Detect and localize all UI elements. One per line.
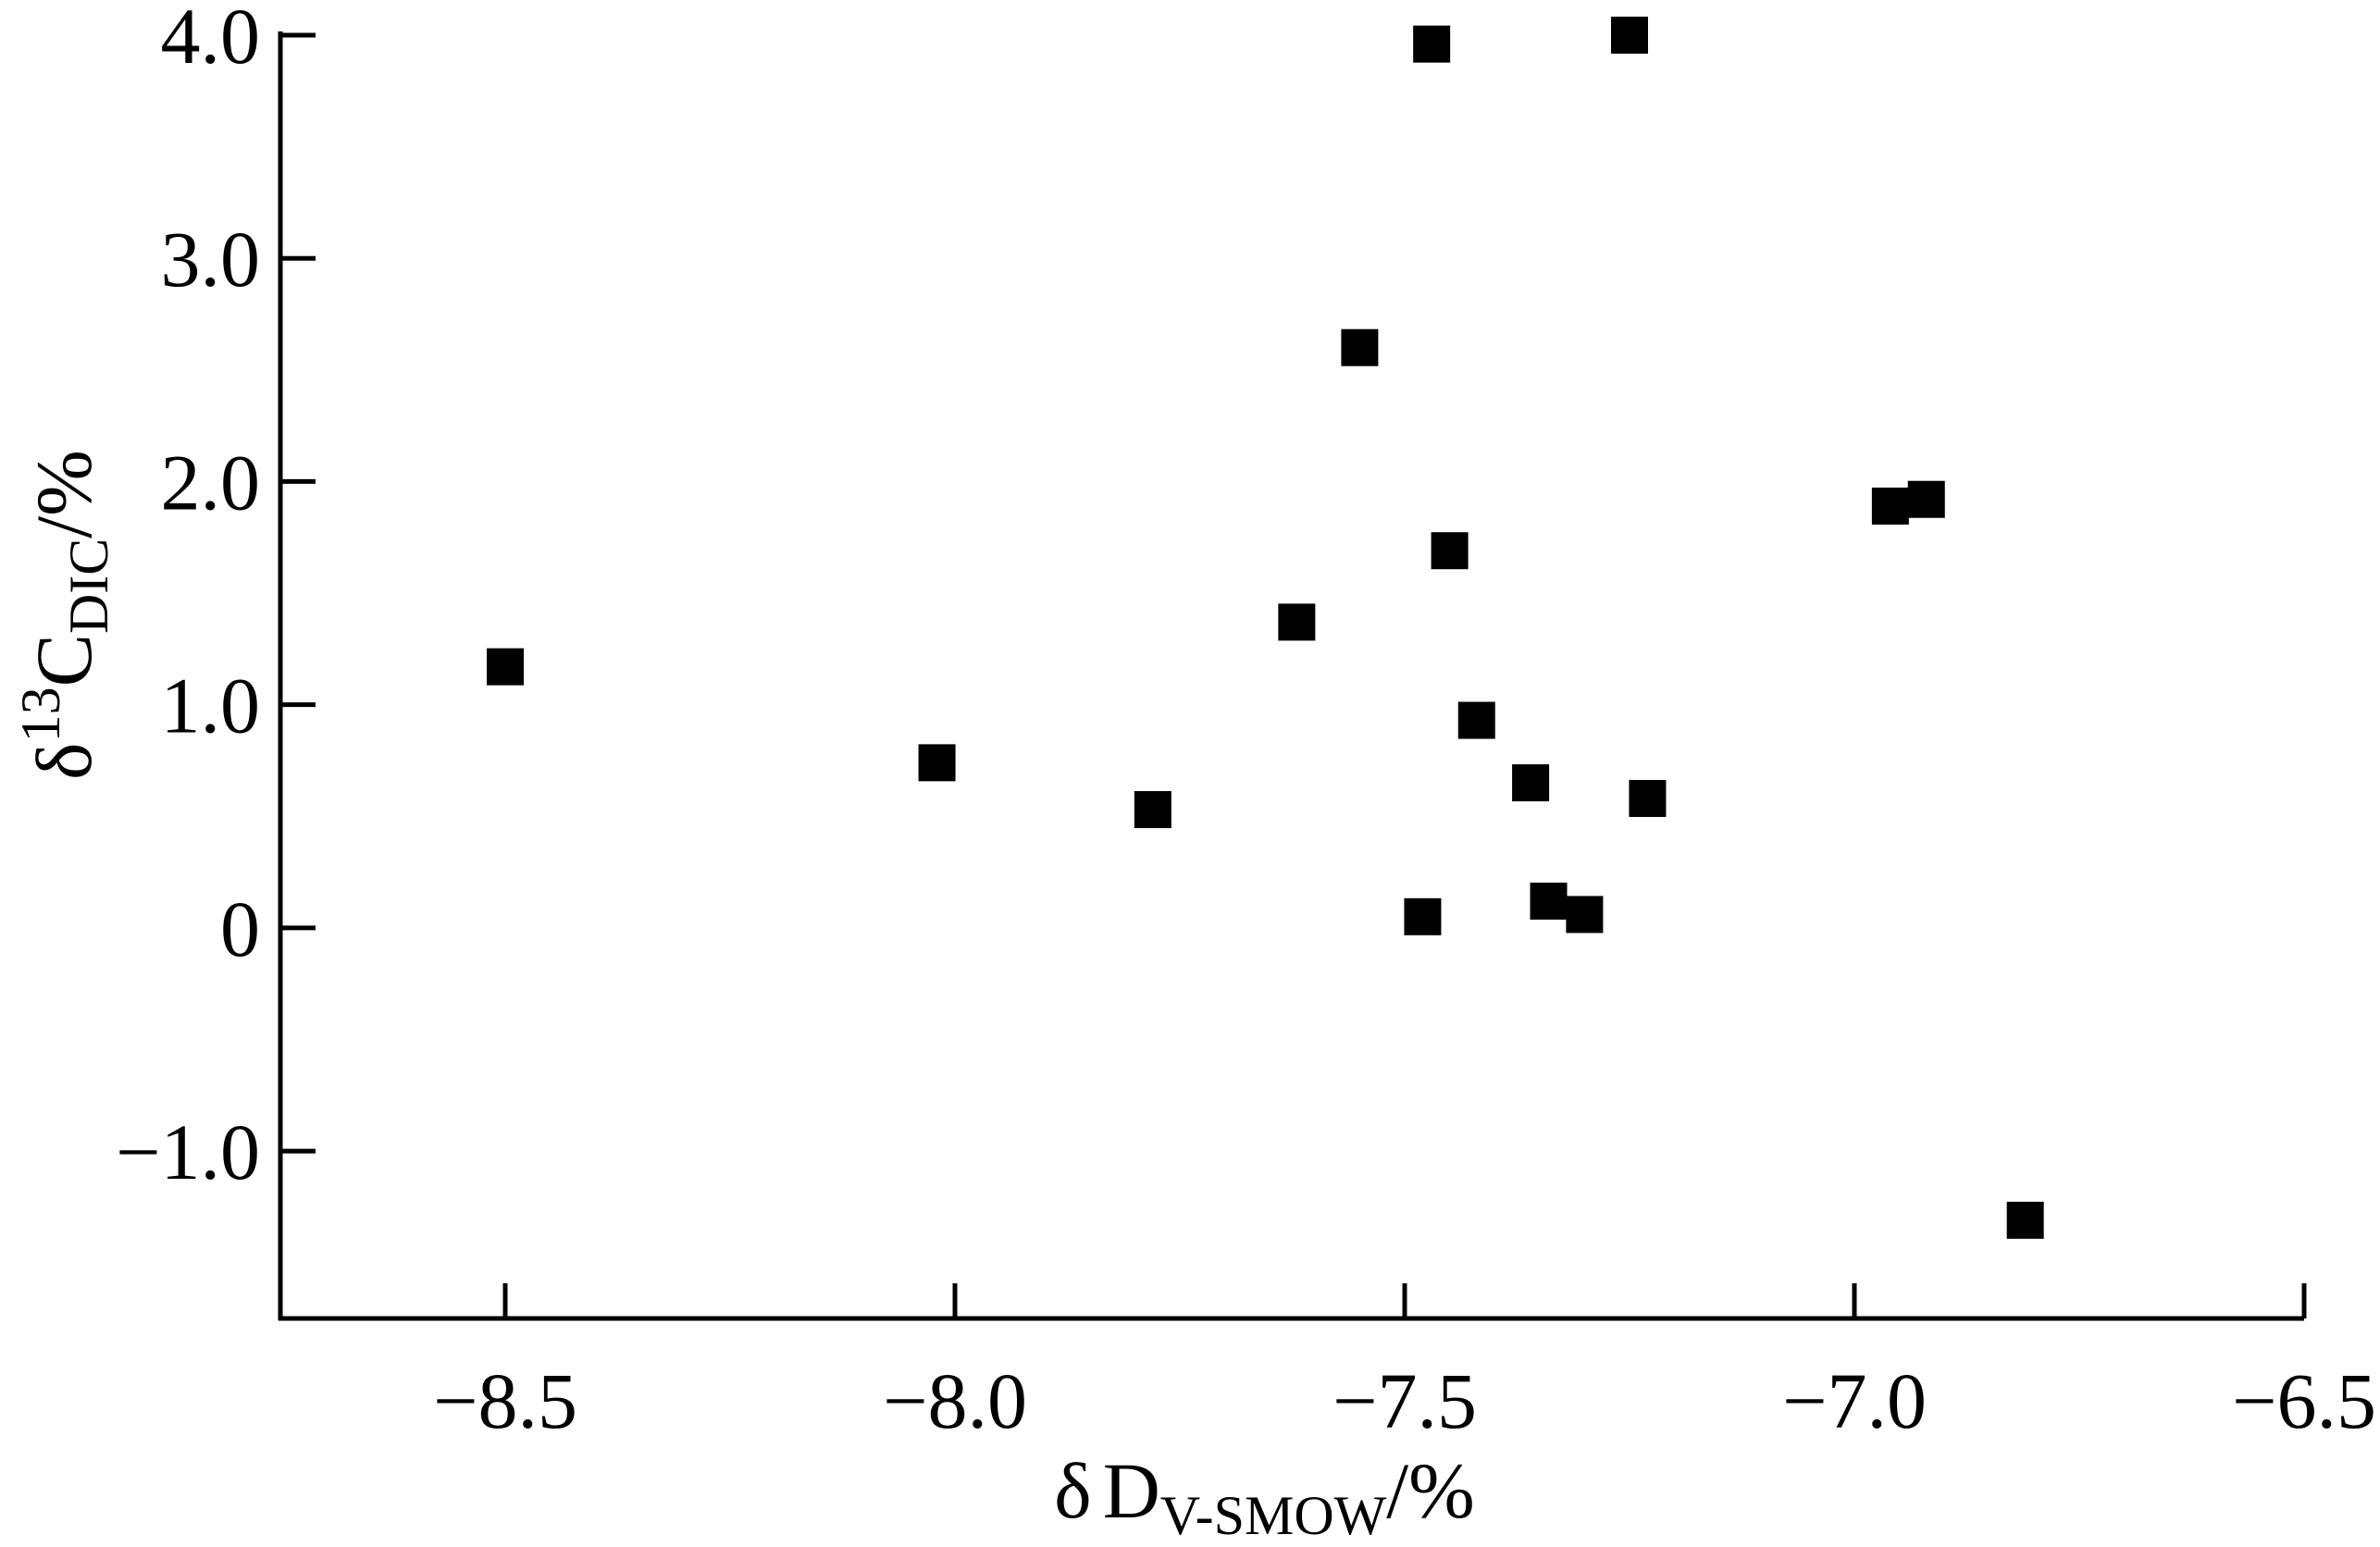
y-ticks: 4.0 3.0 2.0 1.0 0 −1.0 (116, 0, 316, 1196)
data-point (1457, 701, 1495, 739)
data-point (1404, 897, 1442, 935)
data-point (1134, 791, 1171, 829)
data-point (2006, 1201, 2044, 1239)
data-point (918, 744, 956, 782)
data-points (487, 17, 2044, 1239)
x-tick-label: −8.0 (883, 1356, 1027, 1445)
x-axis-title: δ DV-SMOW/% (1054, 1446, 1475, 1546)
data-point (1512, 764, 1550, 802)
data-point (1566, 896, 1604, 934)
data-point (1530, 882, 1568, 920)
data-point (1431, 532, 1469, 570)
data-point (1629, 779, 1667, 817)
x-tick-label: −6.5 (2232, 1356, 2376, 1445)
y-tick-label: 0 (220, 885, 260, 973)
axes (278, 31, 2304, 1321)
x-tick-label: −8.5 (433, 1356, 577, 1445)
y-tick-label: 3.0 (161, 215, 261, 303)
data-point (1341, 328, 1379, 366)
y-tick-label: 4.0 (161, 0, 261, 80)
data-point (1871, 487, 1909, 525)
y-axis-title: δ13CDIC/% (10, 450, 119, 780)
y-tick-label: −1.0 (116, 1108, 260, 1196)
y-tick-label: 2.0 (161, 438, 261, 526)
data-point (1413, 25, 1451, 63)
x-tick-label: −7.0 (1782, 1356, 1927, 1445)
data-point (1907, 480, 1945, 518)
data-point (1611, 17, 1648, 54)
y-tick-label: 1.0 (161, 662, 261, 750)
x-tick-label: −7.5 (1333, 1356, 1477, 1445)
data-point (487, 648, 524, 686)
data-point (1278, 603, 1316, 641)
x-ticks: −8.5 −8.0 −7.5 −7.0 −6.5 (433, 1283, 2376, 1445)
